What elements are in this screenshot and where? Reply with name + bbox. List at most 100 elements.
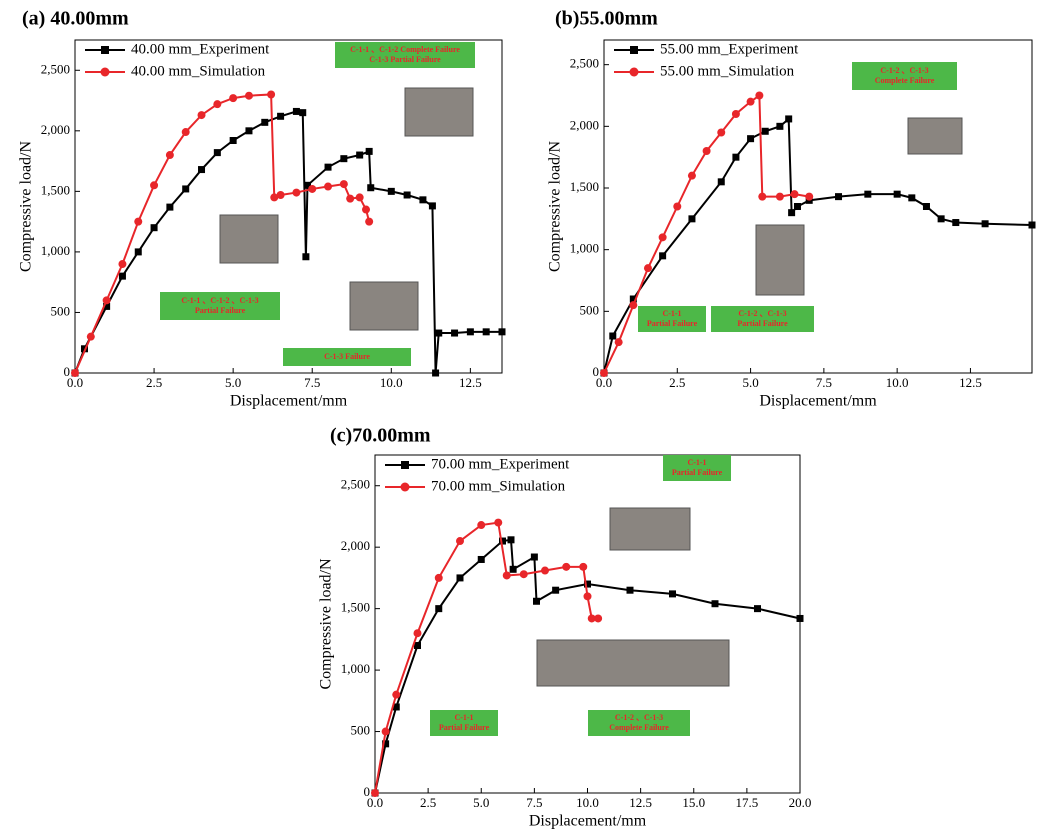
marker bbox=[509, 565, 517, 573]
legend-label: 55.00 mm_Experiment bbox=[660, 41, 799, 57]
marker bbox=[609, 332, 617, 340]
annotation-box bbox=[335, 42, 475, 68]
legend-marker bbox=[400, 482, 410, 492]
y-tick-label: 0 bbox=[593, 364, 600, 379]
legend-marker bbox=[401, 461, 409, 469]
marker bbox=[594, 614, 603, 623]
marker bbox=[356, 151, 364, 159]
series-line bbox=[603, 116, 1033, 374]
plot-frame bbox=[374, 454, 801, 794]
marker bbox=[864, 190, 872, 198]
legend-marker bbox=[100, 67, 110, 77]
x-tick-label: 12.5 bbox=[629, 795, 652, 810]
y-tick-label: 1,500 bbox=[570, 179, 599, 194]
marker bbox=[71, 369, 79, 377]
marker bbox=[371, 789, 379, 797]
annotation-box bbox=[588, 710, 690, 736]
x-tick-label: 2.5 bbox=[146, 375, 162, 390]
marker bbox=[587, 614, 596, 623]
marker bbox=[688, 215, 696, 223]
marker bbox=[165, 151, 174, 160]
y-axis-label: Compressive load/N bbox=[318, 558, 335, 690]
marker bbox=[482, 328, 490, 336]
photo bbox=[536, 639, 730, 687]
marker bbox=[552, 586, 560, 594]
marker bbox=[435, 329, 443, 337]
x-tick-label: 5.0 bbox=[225, 375, 241, 390]
marker bbox=[340, 155, 348, 163]
marker bbox=[355, 193, 364, 202]
marker bbox=[277, 112, 285, 120]
marker bbox=[150, 181, 159, 190]
marker bbox=[365, 217, 374, 226]
annotation: Complete Failure bbox=[875, 76, 935, 85]
y-tick-label: 2,000 bbox=[570, 117, 599, 132]
marker bbox=[687, 171, 696, 180]
y-tick-label: 500 bbox=[351, 723, 371, 738]
annotation: C-1-1 bbox=[454, 713, 473, 722]
chart-title: (a) 40.00mm bbox=[22, 8, 129, 30]
photo bbox=[219, 214, 279, 264]
marker bbox=[614, 338, 623, 347]
x-tick-label: 7.5 bbox=[816, 375, 832, 390]
marker bbox=[519, 570, 528, 579]
y-tick-label: 1,500 bbox=[341, 600, 370, 615]
marker bbox=[451, 329, 459, 337]
annotation: C-1-2 、C-1-3 bbox=[738, 309, 786, 318]
marker bbox=[118, 272, 126, 280]
marker bbox=[229, 137, 237, 145]
marker bbox=[244, 91, 253, 100]
annotation-box bbox=[711, 306, 814, 332]
marker bbox=[197, 111, 206, 120]
marker bbox=[805, 192, 814, 201]
marker bbox=[118, 260, 127, 269]
marker bbox=[261, 118, 269, 126]
annotation: Partial Failure bbox=[439, 723, 490, 732]
marker bbox=[270, 193, 279, 202]
marker bbox=[392, 690, 401, 699]
marker bbox=[150, 224, 158, 232]
annotation: C-1-1 、C-1-2 、C-1-3 bbox=[181, 296, 258, 305]
marker bbox=[292, 107, 300, 115]
marker bbox=[181, 128, 190, 137]
marker bbox=[533, 597, 540, 605]
x-tick-label: 0.0 bbox=[367, 795, 383, 810]
marker bbox=[303, 181, 311, 189]
y-tick-label: 2,500 bbox=[570, 56, 599, 71]
marker bbox=[922, 203, 930, 210]
annotation: C-1-1 bbox=[687, 458, 706, 467]
y-tick-label: 2,000 bbox=[41, 122, 70, 137]
marker bbox=[747, 135, 755, 143]
annotation-box bbox=[430, 710, 498, 736]
marker bbox=[182, 185, 190, 193]
marker bbox=[776, 122, 784, 130]
series-line bbox=[374, 521, 599, 794]
x-tick-label: 10.0 bbox=[380, 375, 403, 390]
legend-label: 70.00 mm_Experiment bbox=[431, 456, 570, 472]
marker bbox=[669, 590, 676, 598]
marker bbox=[499, 537, 506, 545]
y-tick-label: 2,500 bbox=[341, 477, 370, 492]
x-tick-label: 12.5 bbox=[959, 375, 982, 390]
marker bbox=[711, 600, 719, 608]
x-tick-label: 7.5 bbox=[304, 375, 320, 390]
marker bbox=[502, 571, 511, 580]
marker bbox=[166, 203, 174, 211]
annotation-box bbox=[160, 292, 280, 320]
marker bbox=[629, 295, 637, 303]
x-tick-label: 12.5 bbox=[459, 375, 482, 390]
marker bbox=[477, 521, 486, 530]
series-line bbox=[603, 93, 810, 374]
marker bbox=[434, 573, 443, 582]
x-tick-label: 10.0 bbox=[886, 375, 909, 390]
marker bbox=[456, 537, 464, 546]
chart-title: (c)70.00mm bbox=[330, 425, 431, 447]
marker bbox=[324, 163, 332, 171]
marker bbox=[229, 94, 238, 103]
marker bbox=[456, 574, 464, 582]
marker bbox=[339, 180, 348, 189]
marker bbox=[600, 369, 608, 377]
annotation: Partial Failure bbox=[737, 319, 788, 328]
plot-frame bbox=[603, 39, 1033, 374]
